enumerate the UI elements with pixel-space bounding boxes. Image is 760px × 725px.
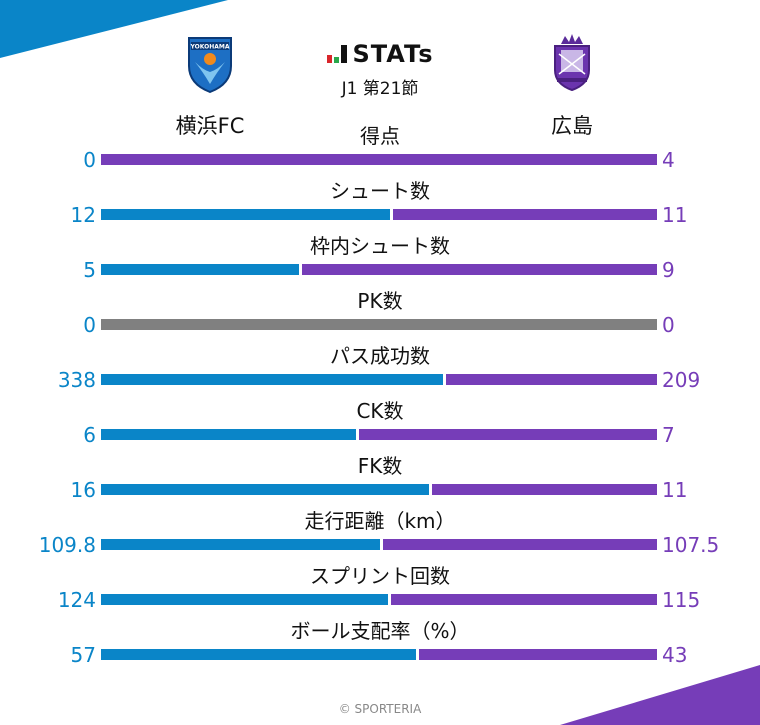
stat-label: FK数 [357, 454, 403, 478]
stat-bar [101, 429, 657, 440]
stat-bar [101, 484, 657, 495]
copyright: © SPORTERIA [338, 702, 422, 716]
home-share [101, 264, 299, 275]
away-share [393, 209, 657, 220]
stat-label: 走行距離（km） [304, 509, 456, 533]
stat-label: PK数 [357, 289, 403, 313]
stat-label: ボール支配率（%） [290, 619, 470, 643]
home-value: 0 [83, 313, 96, 337]
home-team-name: 横浜FC [175, 114, 245, 138]
stat-row: FK数 16 11 [0, 454, 760, 508]
home-value: 0 [83, 148, 96, 172]
home-share [101, 429, 356, 440]
stat-bar [101, 649, 657, 660]
home-value: 124 [57, 588, 96, 612]
stat-label: CK数 [356, 399, 404, 423]
away-value: 115 [662, 588, 701, 612]
stat-bar [101, 209, 657, 220]
away-share [432, 484, 657, 495]
stat-label: スプリント回数 [310, 564, 450, 588]
corner-decoration-away [560, 665, 760, 725]
stat-bar-neutral [101, 319, 657, 330]
stat-bar [101, 594, 657, 605]
away-share [446, 374, 657, 385]
stats-logo-icon [326, 45, 347, 63]
away-share [383, 539, 657, 550]
away-value: 209 [662, 368, 701, 392]
stat-label: 得点 [360, 124, 400, 148]
away-share [391, 594, 657, 605]
away-value: 0 [662, 313, 675, 337]
home-value: 12 [70, 203, 96, 227]
stat-bar [101, 154, 657, 165]
stat-row: 走行距離（km） 109.8 107.5 [0, 509, 760, 563]
stat-bar [101, 539, 657, 550]
away-value: 107.5 [662, 533, 720, 557]
away-value: 9 [662, 258, 675, 282]
home-share [101, 539, 380, 550]
away-team-name: 広島 [551, 114, 593, 138]
stat-row: パス成功数 338 209 [0, 344, 760, 398]
stat-label: パス成功数 [330, 344, 430, 368]
away-value: 11 [662, 478, 688, 502]
home-value: 5 [83, 258, 96, 282]
away-value: 43 [662, 643, 688, 667]
home-share [101, 209, 390, 220]
stat-row: PK数 0 0 [0, 289, 760, 343]
home-share [101, 649, 416, 660]
home-share [101, 594, 388, 605]
away-share [419, 649, 657, 660]
away-value: 7 [662, 423, 675, 447]
match-round: J1 第21節 [341, 79, 419, 99]
stats-brand: STATs J1 第21節 [300, 40, 460, 99]
stat-bar [101, 374, 657, 385]
away-team: 広島 [512, 32, 632, 140]
stat-row: 枠内シュート数 5 9 [0, 234, 760, 288]
away-value: 4 [662, 148, 675, 172]
home-team: YOKOHAMA 横浜FC [150, 32, 270, 140]
away-value: 11 [662, 203, 688, 227]
home-share [101, 484, 429, 495]
yokohama-fc-crest-icon: YOKOHAMA [188, 37, 232, 94]
home-share [101, 374, 443, 385]
home-value: 16 [70, 478, 96, 502]
stat-row: スプリント回数 124 115 [0, 564, 760, 618]
sanfrecce-hiroshima-crest-icon [554, 34, 590, 92]
brand-title: STATs [352, 40, 434, 68]
stat-label: シュート数 [330, 179, 430, 203]
home-value: 57 [70, 643, 96, 667]
stat-row: CK数 6 7 [0, 399, 760, 453]
away-share [359, 429, 657, 440]
svg-text:YOKOHAMA: YOKOHAMA [190, 44, 230, 51]
stat-label: 枠内シュート数 [310, 234, 450, 258]
stat-row: ボール支配率（%） 57 43 [0, 619, 760, 673]
stat-row: シュート数 12 11 [0, 179, 760, 233]
home-value: 338 [57, 368, 96, 392]
away-share [302, 264, 657, 275]
stat-bar [101, 264, 657, 275]
home-value: 6 [83, 423, 96, 447]
home-value: 109.8 [38, 533, 96, 557]
stat-row: 得点 0 4 [0, 124, 760, 178]
